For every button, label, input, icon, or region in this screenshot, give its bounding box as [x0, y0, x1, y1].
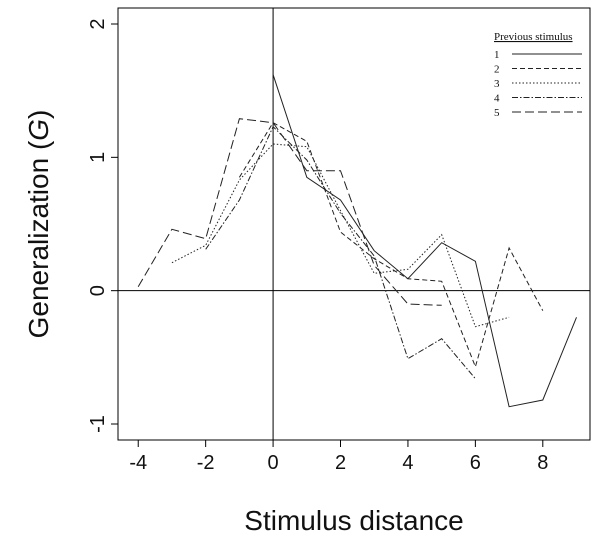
y-tick-label: 1: [87, 152, 109, 163]
y-tick-label: 2: [87, 18, 109, 29]
legend-label-4: 4: [494, 93, 500, 105]
legend-label-2: 2: [494, 64, 500, 76]
x-tick-label: 8: [537, 452, 548, 474]
legend-title: Previous stimulus: [494, 31, 573, 43]
x-axis-title: Stimulus distance: [244, 505, 463, 536]
series-line-2: [238, 122, 544, 369]
y-axis-title: Generalization (G): [23, 110, 54, 339]
legend-label-1: 1: [494, 49, 500, 61]
x-tick-label: 2: [335, 452, 346, 474]
legend-label-3: 3: [494, 78, 500, 90]
y-tick-label: -1: [87, 415, 109, 433]
series-line-3: [171, 143, 510, 328]
series-line-4: [205, 125, 476, 380]
plot-frame: [117, 7, 591, 441]
legend-label-5: 5: [494, 107, 500, 119]
series-line-5: [137, 118, 442, 306]
x-tick-label: -4: [129, 452, 147, 474]
series-line-1: [272, 74, 577, 408]
x-tick-label: 0: [268, 452, 279, 474]
x-tick-label: -2: [197, 452, 215, 474]
y-tick-label: 0: [87, 285, 109, 296]
x-tick-label: 4: [402, 452, 413, 474]
x-tick-label: 6: [470, 452, 481, 474]
